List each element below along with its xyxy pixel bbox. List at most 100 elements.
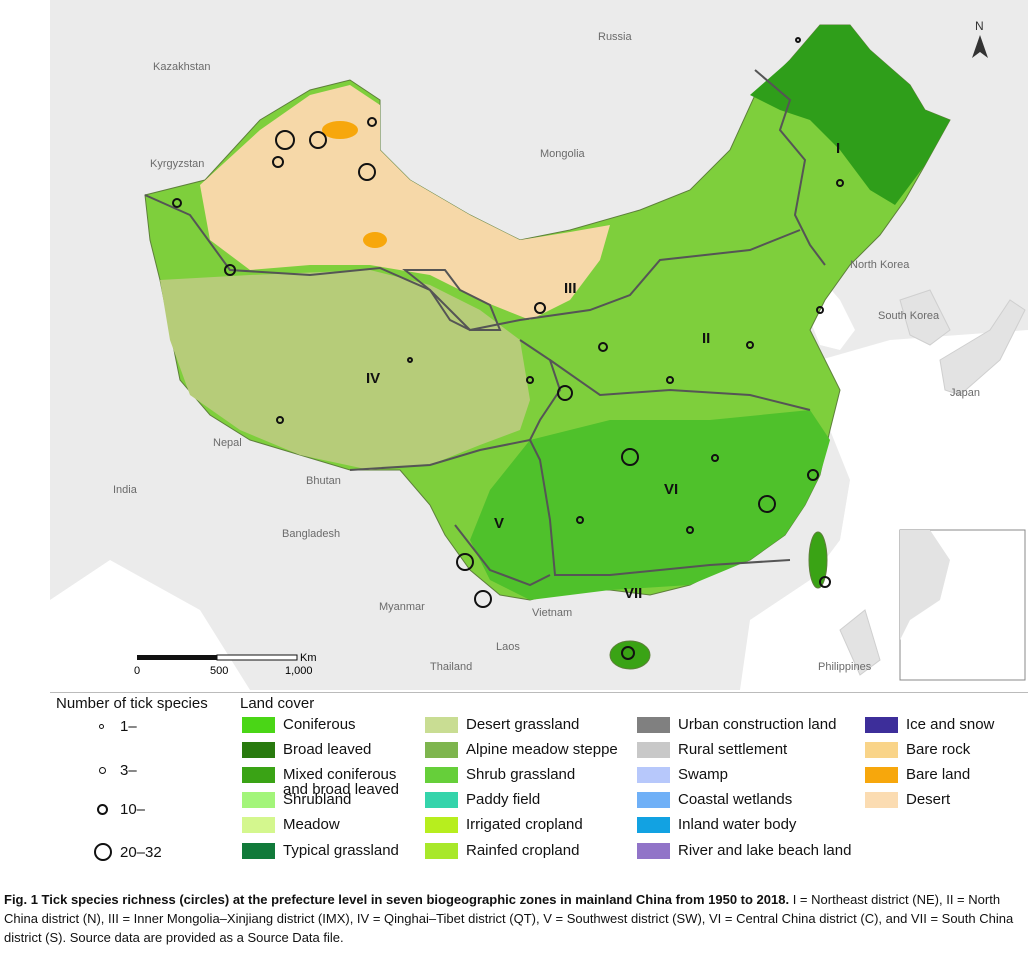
landcover-legend-title: Land cover (240, 695, 315, 712)
landcover-swatch (242, 817, 275, 833)
hainan-island (609, 640, 651, 670)
species-circle (711, 454, 719, 462)
species-circle (367, 117, 377, 127)
species-class-3: 3– (99, 762, 137, 779)
landcover-label: Bare land (906, 766, 971, 783)
inset-land (900, 530, 950, 640)
landcover-swatch (242, 792, 275, 808)
svg-text:500: 500 (210, 665, 228, 677)
landcover-label: Irrigated cropland (466, 816, 583, 833)
landcover-item: Bare rock (865, 742, 970, 758)
zone-label: VI (664, 481, 678, 498)
landcover-item: Paddy field (425, 792, 540, 808)
species-circle (686, 526, 694, 534)
landcover-label: Meadow (283, 816, 340, 833)
species-class-1: 1– (99, 718, 137, 735)
landcover-swatch (865, 742, 898, 758)
landcover-item: River and lake beach land (637, 843, 851, 859)
landcover-item: Coniferous (242, 717, 356, 733)
species-circle (224, 264, 236, 276)
country-label: South Korea (878, 310, 940, 322)
landcover-label: Broad leaved (283, 741, 372, 758)
map-legend: Number of tick species 1– 3– 10– 20–32 L… (50, 692, 1028, 876)
zone-boundaries (144, 69, 826, 587)
bare-land-patch (363, 232, 387, 248)
bare-land-patch (322, 121, 358, 139)
country-label: Philippines (818, 661, 872, 673)
landcover-swatch (425, 717, 458, 733)
landcover-item: Ice and snow (865, 717, 994, 733)
landcover-swatch (242, 742, 275, 758)
country-label: Bangladesh (282, 528, 340, 540)
zone-label: VII (624, 585, 642, 602)
landcover-swatch (865, 767, 898, 783)
country-label: Japan (950, 387, 980, 399)
species-circle (758, 495, 776, 513)
tick-richness-circles (172, 37, 844, 660)
japan-land (939, 299, 1026, 396)
landcover-label: Typical grassland (283, 842, 399, 859)
map-panel: N 0 500 1,000 Km Russia Kazakhstan Kyrgy… (50, 0, 1028, 690)
landcover-item: Alpine meadow steppe (425, 742, 618, 758)
country-label: India (113, 484, 138, 496)
philippines-land (839, 609, 881, 676)
svg-text:0: 0 (134, 665, 140, 677)
species-circle (836, 179, 844, 187)
northeast-forest (750, 25, 950, 205)
country-label: Laos (496, 641, 520, 653)
country-label: Bhutan (306, 475, 341, 487)
zone-label: IV (366, 370, 380, 387)
species-circle (576, 516, 584, 524)
species-circle (276, 416, 284, 424)
country-label: Mongolia (540, 148, 586, 160)
landcover-label: Shrubland (283, 791, 352, 808)
landcover-label: Inland water body (678, 816, 797, 833)
species-circle (272, 156, 284, 168)
country-label: Kazakhstan (153, 61, 210, 73)
landcover-swatch (865, 717, 898, 733)
landcover-label: Ice and snow (906, 716, 995, 733)
landcover-item: Urban construction land (637, 717, 836, 733)
landcover-item: Typical grassland (242, 843, 399, 859)
landcover-label: Swamp (678, 766, 729, 783)
species-circle (526, 376, 534, 384)
country-label: Nepal (213, 437, 242, 449)
species-circle (358, 163, 376, 181)
country-label: North Korea (850, 259, 910, 271)
country-label: Kyrgyzstan (150, 158, 204, 170)
species-class-circle (99, 724, 104, 729)
landcover-swatch (637, 817, 670, 833)
species-circle (474, 590, 492, 608)
species-circle (621, 646, 635, 660)
zone-label: II (702, 330, 710, 347)
landcover-item: Bare land (865, 767, 970, 783)
species-circle (309, 131, 327, 149)
species-circle (557, 385, 573, 401)
svg-text:Km: Km (300, 652, 317, 664)
landcover-label: Rural settlement (678, 741, 788, 758)
zone-label: III (564, 280, 577, 297)
landcover-swatch (425, 767, 458, 783)
species-legend-title: Number of tick species (56, 695, 208, 712)
country-label: Thailand (430, 661, 472, 673)
landcover-swatch (425, 792, 458, 808)
zone-label: I (836, 140, 840, 157)
landcover-label: Alpine meadow steppe (466, 741, 618, 758)
species-class-10: 10– (97, 801, 145, 818)
species-class-circle (94, 843, 112, 861)
landcover-item: Inland water body (637, 817, 796, 833)
landcover-swatch (425, 843, 458, 859)
landcover-swatch (637, 792, 670, 808)
landcover-item: Coastal wetlands (637, 792, 792, 808)
landcover-label: Coastal wetlands (678, 791, 793, 808)
landcover-item: Shrubland (242, 792, 351, 808)
landcover-item: Swamp (637, 767, 728, 783)
landcover-label: Coniferous (283, 716, 356, 733)
country-label: Russia (598, 31, 633, 43)
north-arrow: N (972, 19, 988, 58)
landcover-label: Desert (906, 791, 951, 808)
south-forest (470, 410, 830, 600)
landcover-label: River and lake beach land (678, 842, 852, 859)
landcover-swatch (425, 742, 458, 758)
figure-caption: Fig. 1 Tick species richness (circles) a… (4, 890, 1022, 947)
